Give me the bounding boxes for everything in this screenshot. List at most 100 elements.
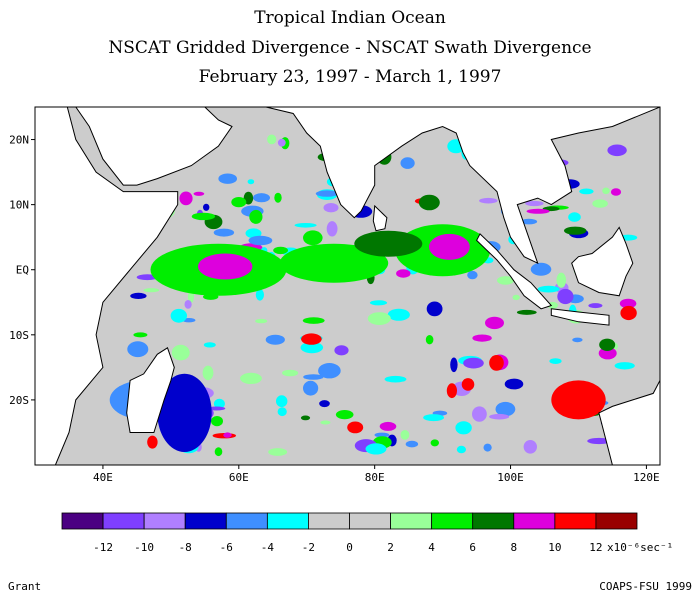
divergence-patch <box>320 420 331 425</box>
divergence-patch <box>133 332 148 338</box>
title-line-3: February 23, 1997 - March 1, 1997 <box>198 67 502 87</box>
divergence-patch <box>318 363 341 379</box>
australia-landmass <box>598 380 660 465</box>
india-landmass <box>265 107 660 265</box>
divergence-patch <box>455 421 472 435</box>
map-frame <box>34 106 661 466</box>
divergence-patch <box>300 415 311 421</box>
divergence-band <box>429 233 470 260</box>
divergence-patch <box>267 134 277 145</box>
divergence-patch <box>579 188 594 195</box>
colorbar-tick-label: 6 <box>469 541 476 554</box>
divergence-patch <box>255 318 268 324</box>
colorbar-swatch <box>390 512 433 530</box>
divergence-patch <box>240 372 262 384</box>
divergence-patch <box>483 443 492 452</box>
divergence-patch <box>367 312 391 325</box>
divergence-patch <box>588 303 603 309</box>
divergence-patch <box>418 194 440 211</box>
divergence-patch <box>530 262 552 276</box>
divergence-patch <box>400 430 410 440</box>
divergence-band <box>279 243 389 283</box>
divergence-patch <box>526 208 550 214</box>
colorbar-units: x10⁻⁶sec⁻¹ <box>607 541 673 554</box>
divergence-patch <box>587 437 611 445</box>
divergence-patch <box>347 421 364 434</box>
divergence-patch <box>450 357 458 373</box>
divergence-patch <box>607 144 627 157</box>
lat-tick-label: EQ <box>16 264 29 277</box>
divergence-patch <box>446 383 457 399</box>
divergence-patch <box>282 369 299 377</box>
divergence-patch <box>602 187 610 195</box>
divergence-patch <box>303 230 323 246</box>
lon-tick-label: 100E <box>497 471 524 484</box>
title-line-2: NSCAT Gridded Divergence - NSCAT Swath D… <box>108 38 592 58</box>
divergence-patch <box>191 212 216 221</box>
lat-tick-label: 10N <box>9 199 29 212</box>
divergence-patch <box>467 270 478 280</box>
lat-tick-label: 10S <box>9 329 29 342</box>
divergence-patch <box>170 308 187 323</box>
divergence-patch <box>556 272 567 288</box>
colorbar-swatch <box>184 512 227 530</box>
divergence-patch <box>374 432 390 438</box>
colorbar-swatch <box>266 512 309 530</box>
divergence-patch <box>516 309 537 315</box>
divergence-patch <box>592 199 608 208</box>
divergence-patch <box>334 345 349 356</box>
divergence-patch <box>365 443 387 455</box>
divergence-patch <box>203 342 216 348</box>
colorbar-swatch <box>308 512 350 530</box>
divergence-patch <box>504 378 524 390</box>
colorbar-swatch <box>431 512 474 530</box>
divergence-patch <box>400 157 415 169</box>
divergence-patch <box>472 334 492 342</box>
divergence-patch <box>253 193 270 203</box>
divergence-patch <box>549 358 562 364</box>
divergence-patch <box>405 440 419 448</box>
divergence-patch <box>557 288 574 305</box>
colorbar-swatch <box>595 512 638 530</box>
divergence-patch <box>213 228 235 237</box>
divergence-patch <box>249 209 263 224</box>
divergence-patch <box>537 285 560 293</box>
divergence-patch <box>319 400 330 408</box>
colorbar-tick-label: -4 <box>261 541 275 554</box>
colorbar-tick-label: -2 <box>302 541 315 554</box>
colorbar-tick-label: 8 <box>510 541 517 554</box>
colorbar-swatch <box>513 512 556 530</box>
divergence-patch <box>619 298 637 309</box>
divergence-patch <box>277 138 286 147</box>
divergence-patch <box>426 301 443 317</box>
divergence-patch <box>568 212 581 222</box>
divergence-patch <box>303 374 324 380</box>
divergence-patch <box>489 355 504 371</box>
divergence-patch <box>274 192 282 203</box>
lon-tick-label: 40E <box>93 471 113 484</box>
divergence-patch <box>520 218 538 225</box>
divergence-patch <box>620 305 637 321</box>
divergence-patch <box>247 179 255 185</box>
divergence-patch <box>456 445 466 454</box>
divergence-patch <box>214 447 223 457</box>
divergence-patch <box>323 203 339 213</box>
map-axes: 40E 60E 80E 100E 120E 20N 10N EQ 10S 20S <box>9 134 660 484</box>
divergence-patch <box>231 197 247 208</box>
divergence-patch <box>300 341 324 354</box>
divergence-patch <box>463 357 484 369</box>
divergence-patch <box>213 398 225 409</box>
lon-tick-label: 60E <box>229 471 249 484</box>
divergence-patch <box>277 407 287 417</box>
colorbar-swatch <box>61 512 104 530</box>
divergence-patch <box>610 188 622 196</box>
colorbar-tick-label: 0 <box>346 541 353 554</box>
divergence-patch <box>599 338 616 351</box>
divergence-band <box>551 380 606 420</box>
divergence-patch <box>211 416 223 427</box>
divergence-patch <box>315 190 339 197</box>
colorbar: -12 -10 -8 -6 -4 -2 0 2 4 6 8 10 12 x10⁻⁶sec⁻¹ <box>61 512 673 554</box>
divergence-patch <box>193 191 205 196</box>
divergence-patch <box>614 362 635 370</box>
